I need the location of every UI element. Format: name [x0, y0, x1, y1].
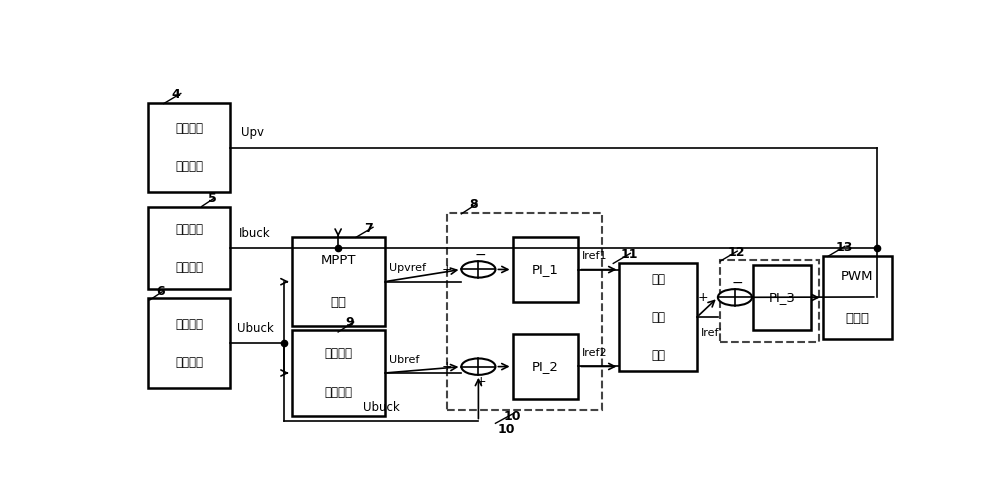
Text: +: + [698, 291, 709, 304]
Text: 采样单元: 采样单元 [175, 356, 203, 369]
Text: 输出电流: 输出电流 [175, 223, 203, 236]
Text: Ibuck: Ibuck [239, 227, 271, 240]
Text: 7: 7 [364, 222, 372, 235]
Text: Iref2: Iref2 [582, 348, 608, 358]
Text: −: − [731, 275, 743, 289]
Text: 4: 4 [172, 88, 180, 101]
Text: 采样单元: 采样单元 [175, 160, 203, 173]
Text: 6: 6 [156, 286, 165, 299]
Text: +: + [441, 263, 452, 276]
Text: PWM: PWM [841, 270, 874, 283]
Text: 控制: 控制 [651, 311, 665, 324]
Bar [292, 237, 385, 326]
Text: Ubuck: Ubuck [237, 322, 274, 335]
Circle shape [718, 289, 752, 305]
Text: Iref1: Iref1 [582, 251, 608, 261]
Text: 12: 12 [728, 245, 745, 258]
Text: 13: 13 [836, 241, 853, 254]
Circle shape [461, 359, 495, 375]
Text: PI_3: PI_3 [768, 291, 795, 304]
Text: 光伏电压: 光伏电压 [175, 122, 203, 135]
Text: PI_1: PI_1 [532, 263, 559, 276]
Bar [292, 330, 385, 416]
Text: 单元: 单元 [651, 348, 665, 362]
Text: 输出电压: 输出电压 [175, 318, 203, 331]
Text: 11: 11 [621, 248, 639, 261]
Text: 稳压控制: 稳压控制 [324, 348, 352, 361]
Text: 发生器: 发生器 [845, 312, 869, 325]
Text: 10: 10 [503, 409, 521, 423]
Text: 单元: 单元 [330, 296, 346, 309]
Text: +: + [475, 375, 486, 388]
Text: Upvref: Upvref [388, 263, 426, 273]
Text: Upv: Upv [241, 126, 264, 139]
Text: PI_2: PI_2 [532, 360, 559, 373]
Bar [447, 213, 602, 410]
Text: 采样单元: 采样单元 [175, 261, 203, 273]
Text: −: − [475, 247, 487, 261]
Text: +: + [441, 360, 452, 373]
Bar [720, 260, 819, 342]
Text: 9: 9 [346, 317, 354, 330]
Bar [512, 334, 578, 399]
Text: 10: 10 [498, 424, 515, 436]
Bar [822, 256, 892, 339]
Text: 限幅: 限幅 [651, 272, 665, 286]
Text: 给定单元: 给定单元 [324, 385, 352, 398]
Bar [619, 263, 697, 371]
Bar [148, 299, 230, 388]
Bar [753, 265, 811, 330]
Bar [148, 103, 230, 192]
Bar [512, 237, 578, 302]
Circle shape [461, 261, 495, 278]
Text: 5: 5 [208, 192, 217, 205]
Bar [148, 207, 230, 289]
Text: 8: 8 [469, 198, 478, 212]
Text: Ubref: Ubref [388, 355, 419, 365]
Text: Iref': Iref' [701, 328, 722, 338]
Text: MPPT: MPPT [320, 254, 356, 267]
Text: Ubuck: Ubuck [363, 401, 400, 414]
